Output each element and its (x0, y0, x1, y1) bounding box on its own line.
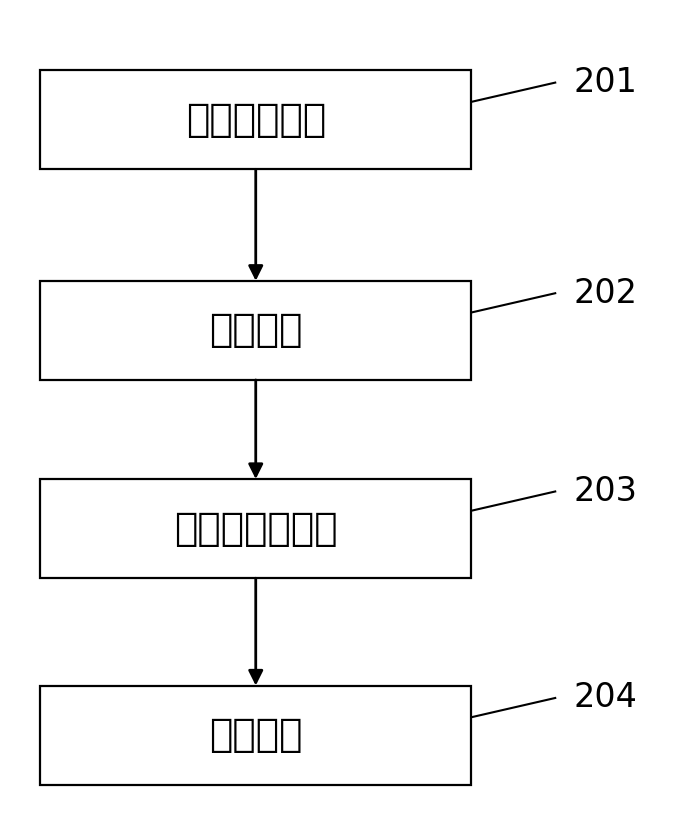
Text: 非线性处理模块: 非线性处理模块 (174, 510, 338, 548)
Text: 输出模块: 输出模块 (209, 716, 302, 754)
Bar (40, 281, 471, 380)
Text: 线性处理模块: 线性处理模块 (186, 101, 326, 139)
Text: 202: 202 (573, 277, 638, 310)
Bar (40, 479, 471, 578)
Text: 204: 204 (574, 681, 637, 714)
Bar (40, 686, 471, 785)
Text: 203: 203 (574, 475, 637, 508)
Bar (40, 70, 471, 169)
Text: 201: 201 (574, 66, 637, 99)
Text: 计算模块: 计算模块 (209, 311, 302, 349)
